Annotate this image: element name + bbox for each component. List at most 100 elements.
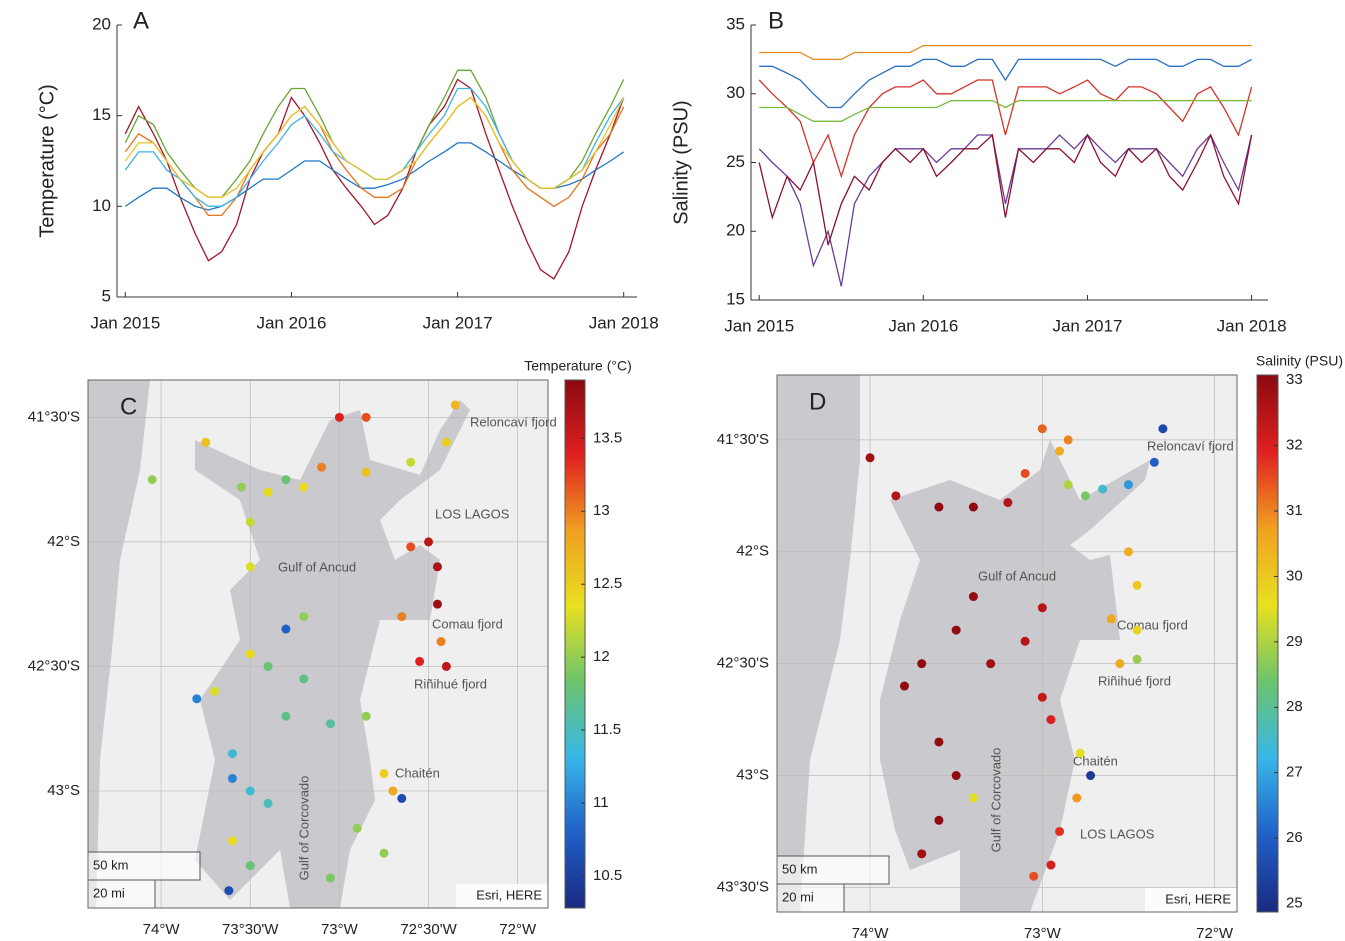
map-annotation: LOS LAGOS [435,506,510,521]
data-point [441,437,451,447]
map-annotation: LOS LAGOS [1080,826,1155,841]
map-annotation: Reloncaví fjord [1147,438,1234,453]
data-line [758,133,1253,287]
data-point [263,661,273,671]
data-point [1072,793,1082,803]
colorbar-tick-label: 33 [1286,371,1303,388]
data-line [759,58,1252,109]
data-point [227,749,237,759]
y-tick-label: 42°S [736,543,769,560]
data-point [1020,636,1030,646]
data-line [758,79,1253,179]
colorbar-title: Temperature (°C) [524,358,632,374]
data-point [201,437,211,447]
data-point [1063,480,1073,490]
y-axis-label: Temperature (°C) [36,84,58,238]
map-annotation: Comau fjord [432,616,503,631]
map-annotation: Comau fjord [1117,617,1188,632]
map-annotation: Riñihué fjord [414,676,487,691]
scale-box [776,855,890,885]
data-point [436,637,446,647]
data-point [934,815,944,825]
y-tick-label: 5 [102,286,111,305]
data-point [317,462,327,472]
data-point [951,771,961,781]
y-tick-label: 42°30'S [28,657,80,674]
map-frame [87,379,549,909]
y-tick-label: 35 [726,14,745,33]
data-point [1046,860,1056,870]
colorbar-tick-label: 27 [1286,764,1303,781]
colorbar-tick-label: 29 [1286,633,1303,650]
data-point [1037,603,1047,613]
data-point [891,491,901,501]
data-line [124,96,625,217]
data-point [361,711,371,721]
data-point [192,694,202,704]
data-line [759,99,1252,122]
data-point [917,849,927,859]
colorbar-title: Salinity (PSU) [1256,353,1343,369]
data-point [281,475,291,485]
colorbar [564,379,586,909]
y-tick-label: 41°30'S [28,408,80,425]
y-tick-label: 30 [726,83,745,102]
y-tick-label: 20 [726,221,745,240]
x-tick-label: 74°W [852,925,890,941]
scale-label: 20 mi [93,885,125,900]
data-point [1055,446,1065,456]
data-point [406,542,416,552]
data-point [227,773,237,783]
data-point [352,823,362,833]
y-tick-label: 15 [726,289,745,308]
map-annotation: Chaitén [395,765,440,780]
map-annotation: Chaitén [1073,753,1118,768]
data-point [951,625,961,635]
data-point [406,457,416,467]
x-tick-label: 73°W [321,921,359,938]
colorbar-tick-label: 11 [593,794,609,811]
data-point [1098,484,1108,494]
colorbar-tick-label: 12.5 [593,575,622,592]
data-point [325,873,335,883]
map-frame [776,374,1238,913]
panel-label: D [809,388,826,415]
data-point [245,562,255,572]
panel-label: B [768,7,784,34]
x-tick-label: Jan 2016 [888,316,958,335]
data-point [432,562,442,572]
colorbar [1256,374,1279,913]
data-point [263,798,273,808]
data-point [334,412,344,422]
x-tick-label: Jan 2015 [724,316,794,335]
data-point [415,656,425,666]
y-tick-label: 41°30'S [717,431,769,448]
map-annotation: Gulf of Corcovado [296,776,311,881]
data-point [397,612,407,622]
x-tick-label: 73°30'W [222,921,279,938]
attribution-box [1145,888,1237,912]
data-point [245,517,255,527]
data-point [424,537,434,547]
y-tick-label: 42°S [47,533,80,550]
map-annotation: Gulf of Corcovado [988,748,1003,853]
data-point [147,475,157,485]
data-point [432,599,442,609]
y-tick-label: 15 [92,105,111,124]
colorbar-tick-label: 31 [1286,502,1303,519]
data-point [1123,480,1133,490]
data-point [361,467,371,477]
data-point [1063,435,1073,445]
panel-label: A [133,7,149,34]
scale-label: 20 mi [782,889,814,904]
data-point [299,612,309,622]
data-point [1158,424,1168,434]
colorbar-tick-label: 13.5 [593,429,622,446]
data-point [1037,424,1047,434]
data-point [986,659,996,669]
y-tick-label: 42°30'S [717,655,769,672]
data-point [441,661,451,671]
data-line [124,96,625,198]
data-point [1132,625,1142,635]
data-point [934,502,944,512]
